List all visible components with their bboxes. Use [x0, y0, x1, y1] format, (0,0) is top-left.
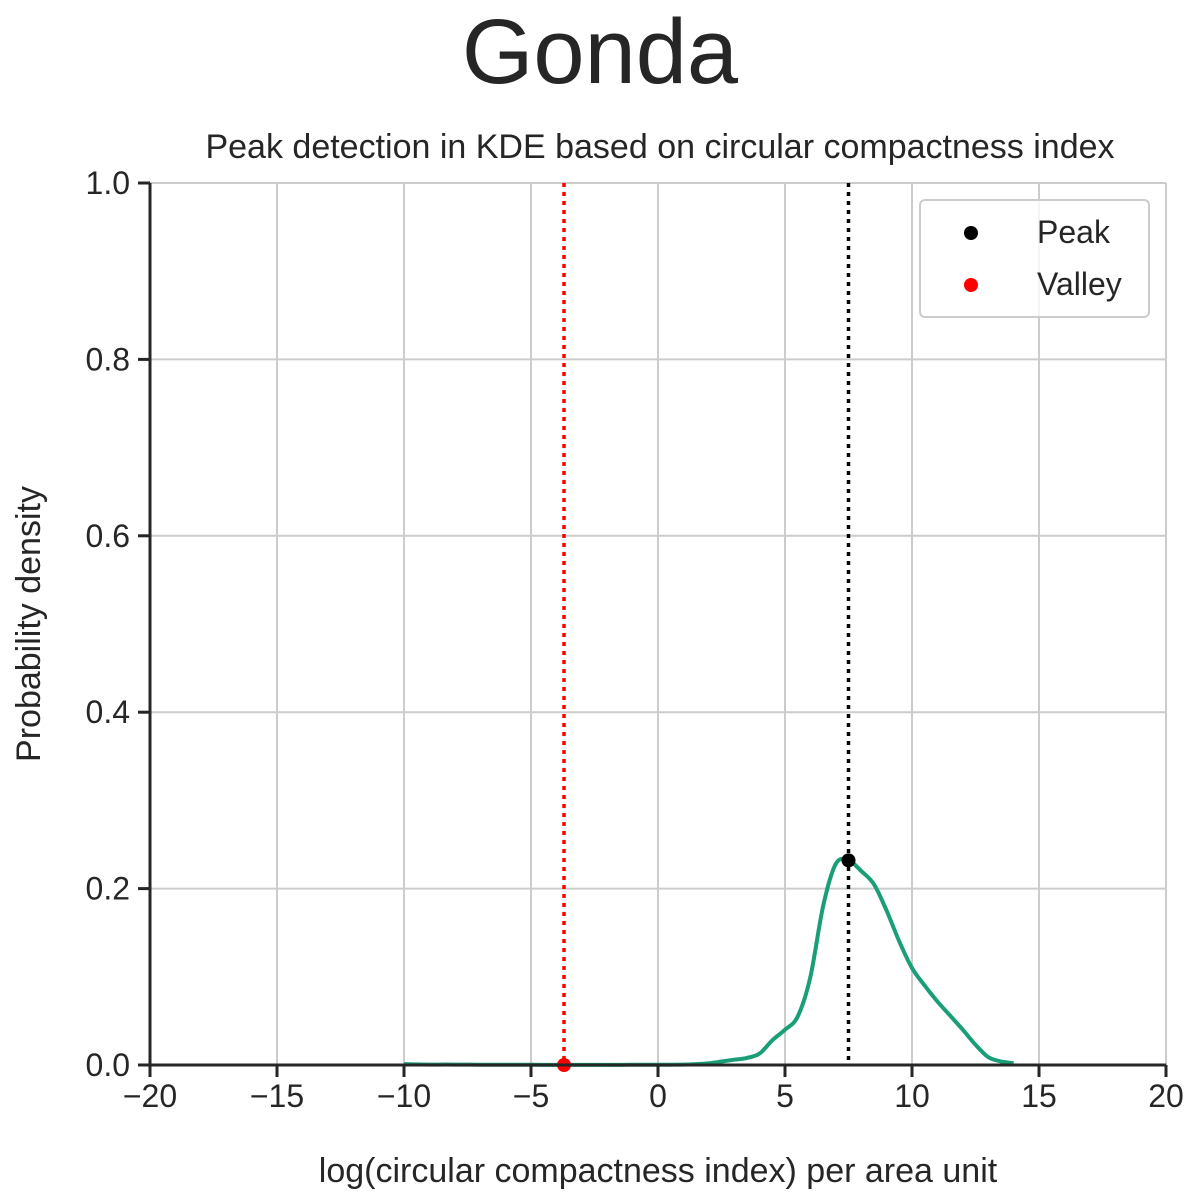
x-tick-label: −5	[513, 1078, 549, 1114]
x-tick-label: 15	[1021, 1078, 1057, 1114]
series-layer	[403, 856, 1014, 1067]
kde-line	[403, 856, 1014, 1067]
x-axis-label: log(circular compactness index) per area…	[319, 1152, 998, 1190]
y-axis-label: Probability density	[10, 486, 48, 762]
y-tick-label: 0.0	[86, 1047, 130, 1083]
y-tick-label: 0.6	[86, 518, 130, 554]
x-tick-label: 20	[1148, 1078, 1184, 1114]
x-tick-label: −10	[377, 1078, 431, 1114]
peak-point	[841, 853, 856, 868]
tick-labels: −20 −15 −10 −5 0 5 10 15 20 0.0 0.2 0.4 0.6 0.8 1.0	[86, 165, 1184, 1114]
legend-peak-label: Peak	[1037, 214, 1111, 250]
legend: Peak Valley	[919, 199, 1150, 318]
x-tick-label: 0	[649, 1078, 667, 1114]
legend-peak-marker	[964, 226, 978, 240]
y-tick-label: 0.4	[86, 694, 130, 730]
figure-title: Gonda	[461, 1, 739, 103]
legend-valley-marker	[964, 278, 978, 292]
y-tick-label: 0.8	[86, 341, 130, 377]
y-tick-label: 0.2	[86, 871, 130, 907]
x-tick-label: −20	[123, 1078, 177, 1114]
reference-lines	[562, 183, 851, 1065]
x-tick-label: 5	[776, 1078, 794, 1114]
marker-layer	[557, 853, 856, 1072]
y-tick-label: 1.0	[86, 165, 130, 201]
x-tick-label: 10	[894, 1078, 930, 1114]
chart-title: Peak detection in KDE based on circular …	[205, 128, 1114, 166]
legend-valley-label: Valley	[1037, 266, 1122, 302]
x-tick-label: −15	[250, 1078, 304, 1114]
